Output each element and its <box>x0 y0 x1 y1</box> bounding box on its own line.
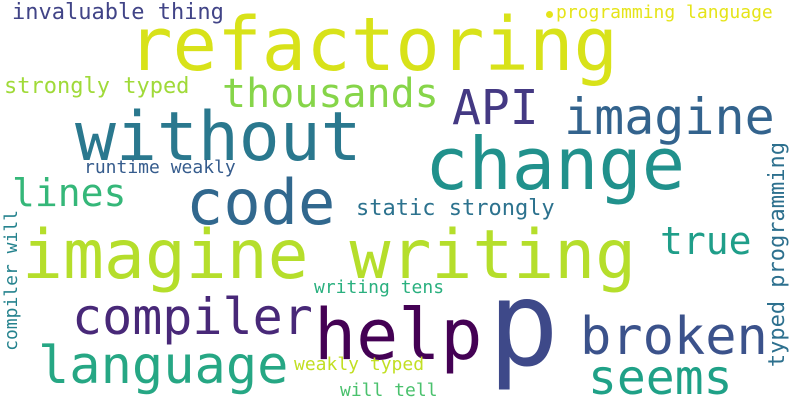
word-programming-language: programming language <box>556 2 773 23</box>
word-imagine: imagine <box>564 88 775 146</box>
word-invaluable-thing: invaluable thing <box>12 0 224 25</box>
word-without: without <box>75 98 362 177</box>
word-lines: lines <box>12 171 127 215</box>
word-typed-programming: typed programming <box>765 142 790 368</box>
word-refactoring: refactoring <box>128 2 619 88</box>
word-change: change <box>425 122 686 206</box>
word-help: help <box>314 294 483 376</box>
word-code: code <box>186 166 336 239</box>
word-static-strongly: static strongly <box>356 196 555 221</box>
word-will-tell: will tell <box>340 380 438 400</box>
word-writing-tens: writing tens <box>314 277 445 298</box>
word-broken: broken <box>580 307 768 367</box>
word-strongly-typed: strongly typed <box>4 74 190 99</box>
word-imagine-writing: imagine writing <box>22 216 637 295</box>
word-language: language <box>38 336 289 396</box>
word-seems: seems <box>588 350 733 400</box>
dot-mark <box>546 11 553 18</box>
word-runtime-weakly: runtime weakly <box>84 157 236 178</box>
word-true: true <box>660 219 752 263</box>
word-compiler-will: compiler will <box>1 210 22 351</box>
word-p: p <box>488 255 560 393</box>
word-api: API <box>452 80 539 136</box>
word-weakly-typed: weakly typed <box>294 354 425 375</box>
word-thousands: thousands <box>222 71 439 117</box>
word-compiler: compiler <box>72 288 313 346</box>
